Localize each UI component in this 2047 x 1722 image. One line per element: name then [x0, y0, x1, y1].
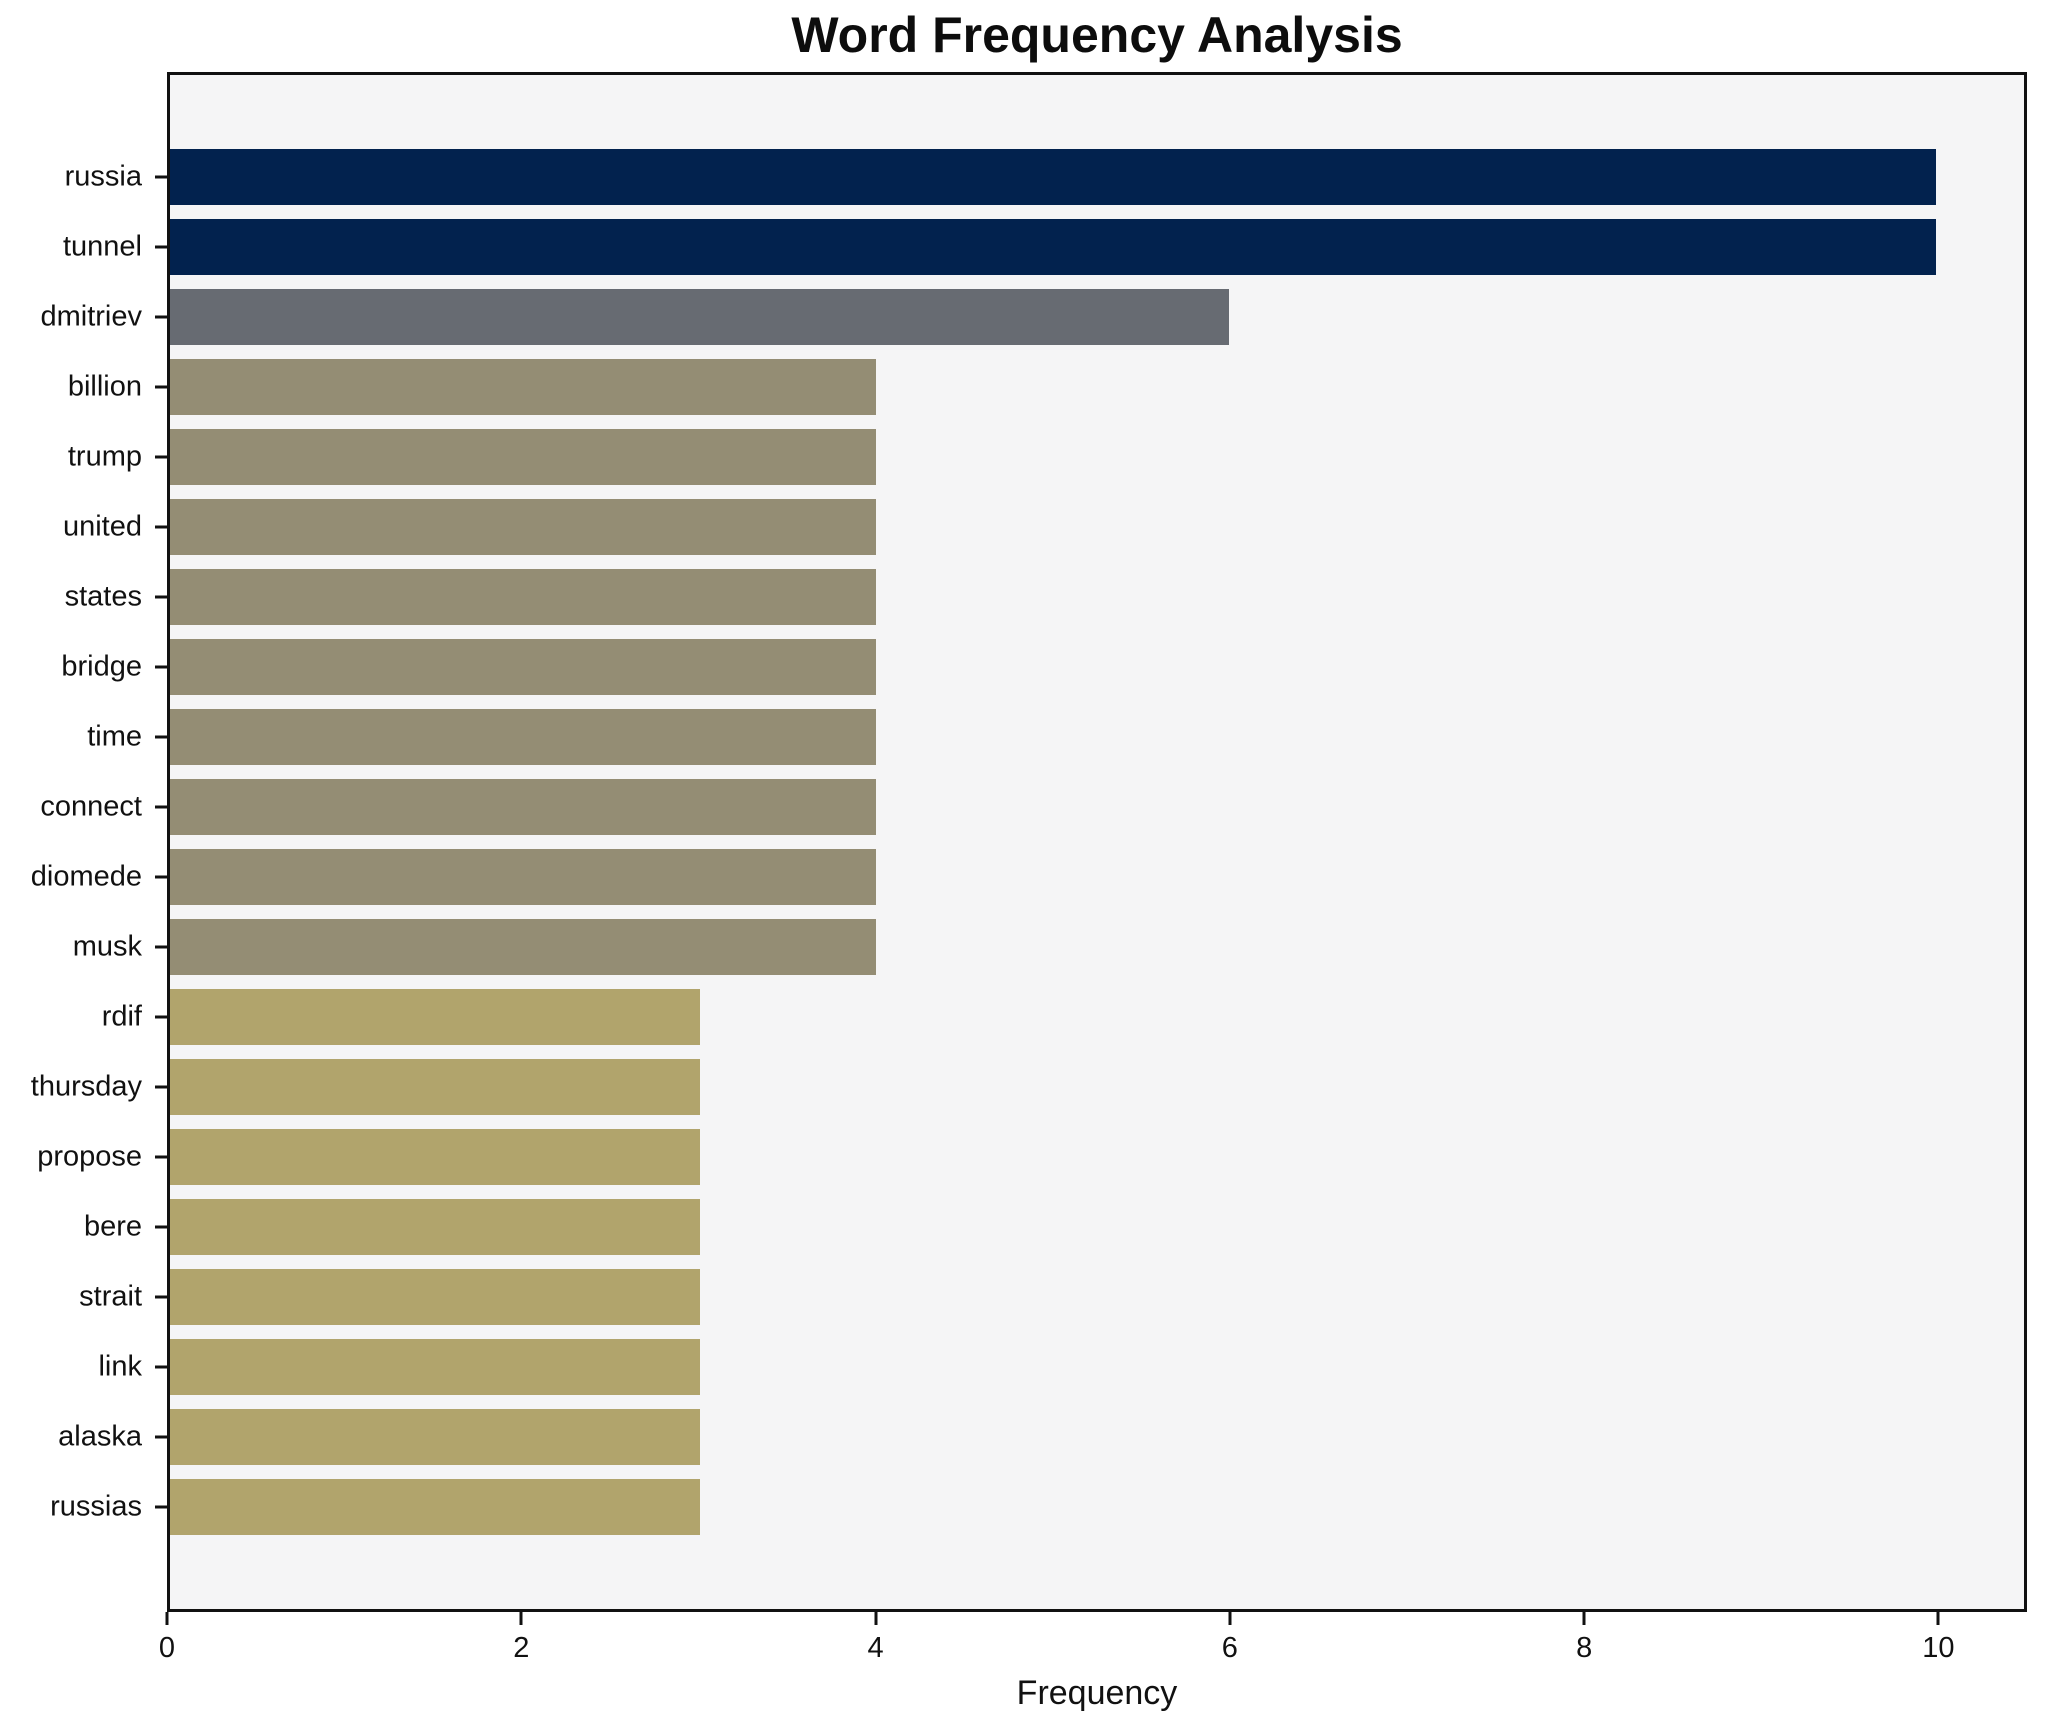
y-tick-mark — [155, 665, 167, 669]
y-axis-label: bridge — [61, 650, 142, 683]
bar-row: link — [98, 1332, 2024, 1402]
y-tick-mark — [155, 805, 167, 809]
bar-row: russia — [65, 142, 2024, 212]
bar-row: united — [63, 492, 2024, 562]
bar — [170, 499, 877, 555]
bar-row: russias — [50, 1472, 2024, 1542]
bar — [170, 569, 877, 625]
y-axis-label: tunnel — [62, 230, 142, 263]
bar-row: trump — [68, 422, 2024, 492]
y-tick-mark — [155, 245, 167, 249]
bar-row: states — [65, 562, 2024, 632]
y-axis-label: strait — [79, 1280, 142, 1313]
bar-row: tunnel — [63, 212, 2024, 282]
bar-row: bere — [84, 1192, 2024, 1262]
bar — [170, 359, 877, 415]
x-tick-label: 0 — [158, 1632, 176, 1664]
bar — [170, 1409, 700, 1465]
bar — [170, 429, 877, 485]
y-axis-label: bere — [83, 1210, 142, 1243]
bar-row: strait — [79, 1262, 2024, 1332]
x-tick-mark — [1228, 1612, 1232, 1625]
y-axis-label: dmitriev — [40, 300, 142, 333]
bar-row: rdif — [102, 982, 2024, 1052]
bar-row: time — [87, 702, 2024, 772]
x-tick-label: 4 — [867, 1632, 884, 1664]
bar-row: alaska — [58, 1402, 2024, 1472]
y-axis-label: thursday — [30, 1070, 142, 1103]
bar — [170, 849, 877, 905]
bar — [170, 219, 1936, 275]
x-tick-label: 6 — [1221, 1632, 1238, 1664]
bar — [170, 1199, 700, 1255]
y-axis-label: billion — [67, 370, 142, 403]
bar — [170, 1129, 700, 1185]
bar-row: billion — [68, 352, 2024, 422]
bar — [170, 989, 700, 1045]
y-tick-mark — [155, 1295, 167, 1299]
bars-area: russia tunnel dmitriev billion trump united st… — [31, 75, 2024, 1609]
y-axis-label: diomede — [30, 860, 142, 893]
x-axis: Frequency 0 2 4 6 8 10 — [159, 1612, 2027, 1722]
bar — [170, 1059, 700, 1115]
x-tick-label: 8 — [1576, 1632, 1593, 1664]
bar — [170, 289, 1230, 345]
bar-row: thursday — [31, 1052, 2024, 1122]
bar-row: dmitriev — [40, 282, 2024, 352]
y-tick-mark — [155, 175, 167, 179]
x-tick-mark — [519, 1612, 523, 1625]
bar-row: musk — [73, 912, 2024, 982]
y-tick-mark — [155, 315, 167, 319]
y-axis-label: link — [98, 1350, 142, 1383]
bar-row: diomede — [31, 842, 2024, 912]
bar — [170, 149, 1936, 205]
y-tick-mark — [155, 1505, 167, 1509]
x-tick-mark — [1582, 1612, 1586, 1625]
bar — [170, 639, 877, 695]
x-axis-label: Frequency — [1016, 1674, 1178, 1712]
bar — [170, 1479, 700, 1535]
y-axis-label: rdif — [101, 1000, 142, 1033]
y-tick-mark — [155, 525, 167, 529]
y-axis-label: alaska — [58, 1420, 142, 1453]
y-tick-mark — [155, 455, 167, 459]
y-axis-label: musk — [72, 930, 142, 963]
y-axis-label: trump — [67, 440, 142, 473]
y-axis-label: time — [87, 720, 142, 753]
y-axis-label: united — [62, 510, 142, 543]
x-tick-mark — [165, 1612, 169, 1625]
y-tick-mark — [155, 1085, 167, 1089]
bar-row: connect — [40, 772, 2024, 842]
y-tick-mark — [155, 1365, 167, 1369]
bar — [170, 1339, 700, 1395]
chart-title: Word Frequency Analysis — [791, 7, 1403, 63]
y-tick-mark — [155, 945, 167, 949]
bar-row: bridge — [61, 632, 2024, 702]
x-tick-label: 10 — [1922, 1632, 1955, 1664]
y-axis-label: states — [64, 580, 142, 613]
y-tick-mark — [155, 1015, 167, 1019]
y-tick-mark — [155, 735, 167, 739]
y-axis-label: connect — [40, 790, 142, 823]
y-axis-label: russia — [64, 160, 142, 193]
y-tick-mark — [155, 1225, 167, 1229]
y-tick-mark — [155, 875, 167, 879]
x-tick-mark — [874, 1612, 878, 1625]
y-tick-mark — [155, 385, 167, 389]
y-tick-mark — [155, 595, 167, 599]
y-axis-label: propose — [37, 1140, 142, 1173]
plot-area: russia tunnel dmitriev billion trump united st… — [31, 72, 2027, 1612]
bar — [170, 1269, 700, 1325]
bar — [170, 709, 877, 765]
y-axis-label: russias — [50, 1490, 142, 1523]
y-tick-mark — [155, 1155, 167, 1159]
y-tick-mark — [155, 1435, 167, 1439]
bar — [170, 779, 877, 835]
bar-row: propose — [37, 1122, 2024, 1192]
x-tick-mark — [1936, 1612, 1940, 1625]
x-tick-label: 2 — [513, 1632, 530, 1664]
bar — [170, 919, 877, 975]
